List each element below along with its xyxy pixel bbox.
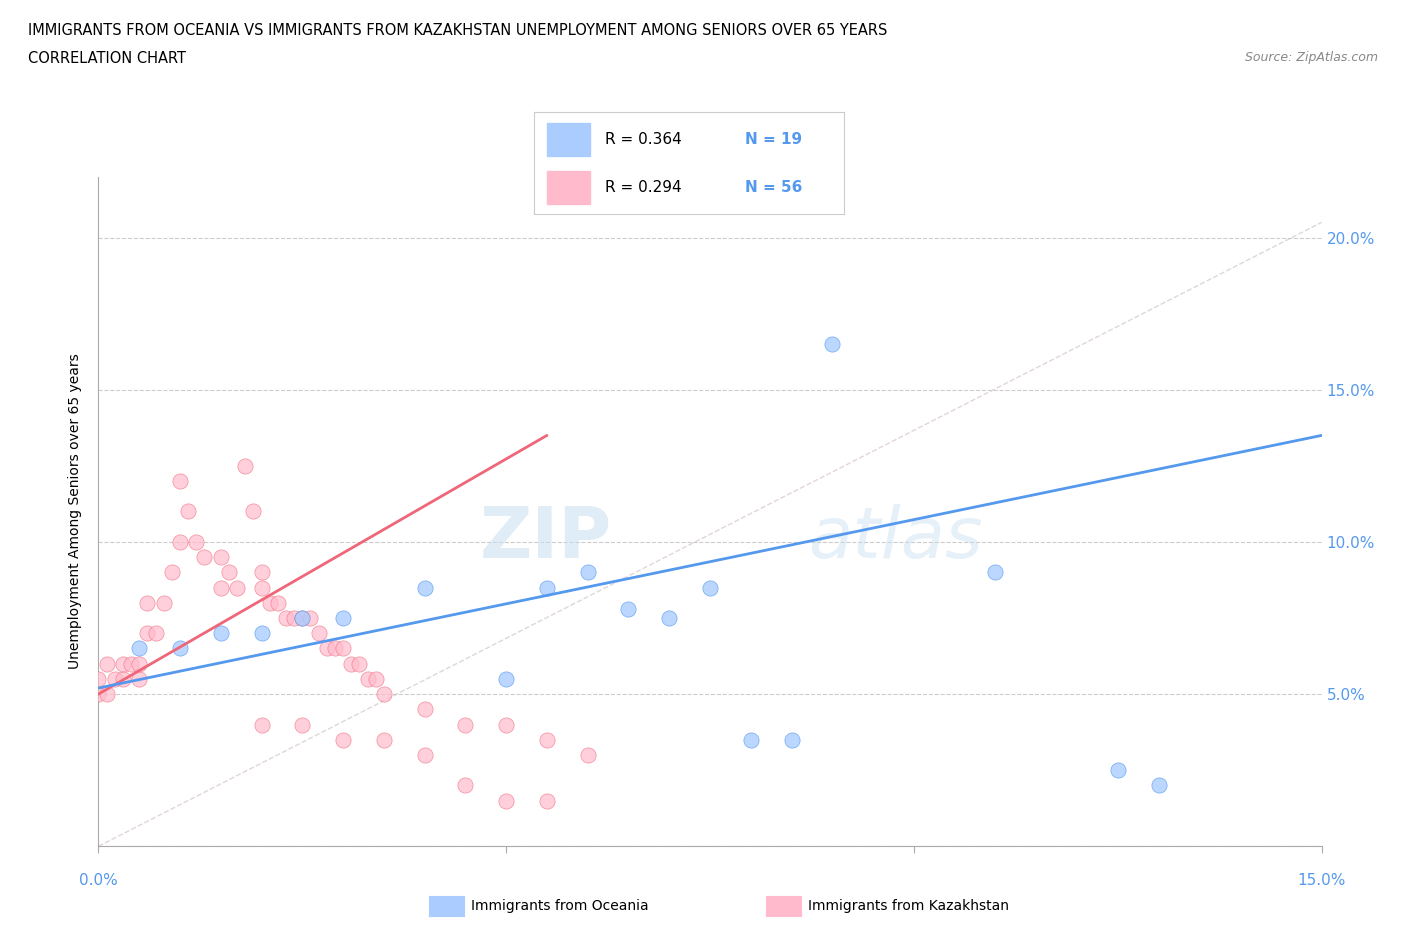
Point: [136, 595, 159, 610]
Point: [536, 580, 558, 595]
Point: [177, 504, 200, 519]
Point: [250, 626, 273, 641]
Point: [332, 611, 354, 626]
Point: [169, 641, 191, 656]
Point: [267, 595, 290, 610]
Point: [413, 580, 436, 595]
Point: [1147, 778, 1170, 793]
Point: [495, 793, 517, 808]
Point: [340, 657, 363, 671]
Point: [250, 580, 273, 595]
Point: [250, 565, 273, 579]
Text: CORRELATION CHART: CORRELATION CHART: [28, 51, 186, 66]
Point: [152, 595, 174, 610]
Point: [136, 626, 159, 641]
Point: [356, 671, 378, 686]
Point: [332, 732, 354, 747]
Point: [96, 657, 118, 671]
Point: [576, 748, 599, 763]
Point: [299, 611, 322, 626]
Point: [617, 602, 640, 617]
Text: R = 0.364: R = 0.364: [606, 132, 682, 147]
Point: [821, 337, 844, 352]
Text: N = 56: N = 56: [745, 179, 801, 194]
Point: [454, 778, 477, 793]
Point: [308, 626, 330, 641]
Point: [536, 793, 558, 808]
Point: [323, 641, 346, 656]
Point: [373, 732, 395, 747]
Point: [576, 565, 599, 579]
Point: [495, 717, 517, 732]
Point: [283, 611, 305, 626]
Point: [128, 657, 150, 671]
Point: [218, 565, 240, 579]
Point: [332, 641, 354, 656]
Point: [169, 473, 191, 488]
Point: [1107, 763, 1129, 777]
Text: 15.0%: 15.0%: [1298, 873, 1346, 888]
Point: [209, 580, 232, 595]
Point: [291, 611, 314, 626]
Point: [96, 686, 118, 701]
Text: Immigrants from Kazakhstan: Immigrants from Kazakhstan: [808, 898, 1010, 913]
Point: [193, 550, 215, 565]
Point: [373, 686, 395, 701]
Point: [699, 580, 721, 595]
Text: Source: ZipAtlas.com: Source: ZipAtlas.com: [1244, 51, 1378, 64]
Point: [315, 641, 337, 656]
Point: [242, 504, 264, 519]
Text: ZIP: ZIP: [479, 504, 612, 573]
Point: [413, 748, 436, 763]
Point: [259, 595, 281, 610]
Y-axis label: Unemployment Among Seniors over 65 years: Unemployment Among Seniors over 65 years: [69, 353, 83, 670]
Text: 0.0%: 0.0%: [79, 873, 118, 888]
Point: [454, 717, 477, 732]
Point: [740, 732, 762, 747]
Point: [658, 611, 681, 626]
Point: [536, 732, 558, 747]
Point: [186, 535, 208, 550]
Point: [160, 565, 183, 579]
Point: [111, 671, 134, 686]
Point: [274, 611, 297, 626]
Point: [209, 626, 232, 641]
Point: [104, 671, 127, 686]
Point: [87, 671, 110, 686]
Point: [495, 671, 517, 686]
FancyBboxPatch shape: [547, 171, 591, 204]
Point: [120, 657, 142, 671]
Point: [780, 732, 803, 747]
Point: [291, 717, 314, 732]
Point: [209, 550, 232, 565]
Text: Immigrants from Oceania: Immigrants from Oceania: [471, 898, 648, 913]
Point: [364, 671, 387, 686]
FancyBboxPatch shape: [547, 123, 591, 155]
Point: [413, 702, 436, 717]
Point: [233, 458, 256, 473]
Point: [291, 611, 314, 626]
Point: [145, 626, 167, 641]
Point: [128, 671, 150, 686]
Point: [169, 535, 191, 550]
Text: atlas: atlas: [808, 504, 983, 573]
Text: N = 19: N = 19: [745, 132, 801, 147]
Point: [349, 657, 371, 671]
Point: [250, 717, 273, 732]
Point: [87, 686, 110, 701]
Point: [226, 580, 249, 595]
Text: IMMIGRANTS FROM OCEANIA VS IMMIGRANTS FROM KAZAKHSTAN UNEMPLOYMENT AMONG SENIORS: IMMIGRANTS FROM OCEANIA VS IMMIGRANTS FR…: [28, 23, 887, 38]
Point: [984, 565, 1007, 579]
Point: [128, 641, 150, 656]
Text: R = 0.294: R = 0.294: [606, 179, 682, 194]
Point: [111, 657, 134, 671]
